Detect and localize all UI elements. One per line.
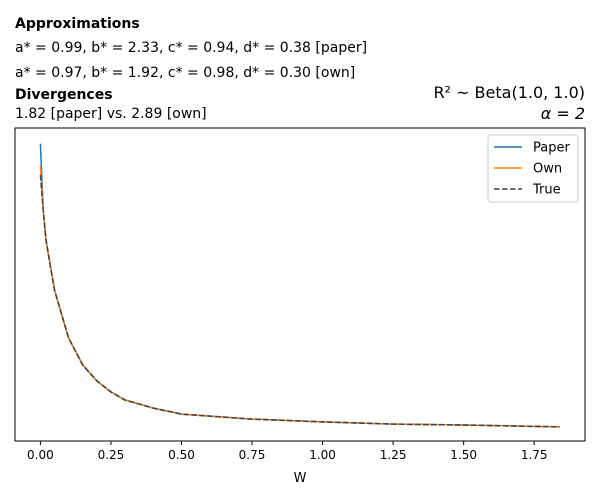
axes-frame — [14, 127, 586, 442]
approx-own: a* = 0.97, b* = 1.92, c* = 0.98, d* = 0.… — [15, 65, 356, 81]
legend-box — [487, 134, 579, 203]
x-tick-label: 1.75 — [521, 448, 548, 462]
x-tick-label: 0.25 — [98, 448, 125, 462]
x-tick-label: 0.00 — [27, 448, 54, 462]
divergence-values: 1.82 [paper] vs. 2.89 [own] — [15, 106, 207, 122]
prior-label: R² ~ Beta(1.0, 1.0) — [433, 83, 585, 102]
x-tick-label: 0.50 — [168, 448, 195, 462]
approximations-title: Approximations — [15, 16, 140, 32]
x-tick-label: 1.50 — [450, 448, 477, 462]
alpha-label: α = 2 — [540, 104, 585, 123]
approx-paper: a* = 0.99, b* = 2.33, c* = 0.94, d* = 0.… — [15, 40, 368, 56]
legend-label-paper: Paper — [533, 141, 570, 156]
x-tick-label: 0.75 — [239, 448, 266, 462]
divergences-title: Divergences — [15, 87, 113, 103]
series-paper-line — [39, 143, 560, 428]
series-true-line — [39, 174, 560, 428]
x-tick-label: 1.25 — [380, 448, 407, 462]
legend-label-own: Own — [533, 162, 562, 177]
x-tick-label: 1.00 — [309, 448, 336, 462]
series-own-line — [39, 165, 560, 428]
x-axis-label: W — [294, 471, 307, 486]
legend-label-true: True — [532, 183, 561, 198]
